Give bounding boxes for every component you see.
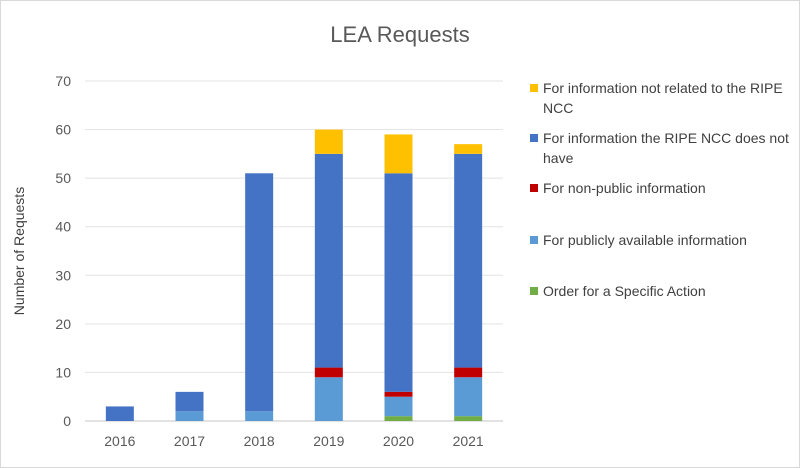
bar-segment xyxy=(454,416,483,421)
legend-swatch xyxy=(530,84,538,92)
legend-label: For information the RIPE NCC does not ha… xyxy=(543,130,789,166)
y-tick-label: 70 xyxy=(55,73,71,89)
legend-item: For non-public information xyxy=(530,178,706,198)
bar-segment xyxy=(454,153,483,368)
legend-item: Order for a Specific Action xyxy=(530,281,706,301)
bar-segment xyxy=(314,377,343,421)
legend-item: For publicly available information xyxy=(530,230,747,250)
bar-segment xyxy=(454,377,483,417)
legend-item: For information the RIPE NCC does not ha… xyxy=(530,128,790,168)
y-tick-label: 30 xyxy=(55,267,71,283)
bar-segment xyxy=(384,396,413,417)
chart-title: LEA Requests xyxy=(330,22,469,47)
legend-swatch xyxy=(530,184,538,192)
y-tick-label: 40 xyxy=(55,219,71,235)
bar-segment xyxy=(384,173,413,392)
bar-segment xyxy=(454,144,483,154)
bar-segment xyxy=(105,406,134,421)
bar-segment xyxy=(175,411,204,421)
bar-segment xyxy=(384,416,413,421)
bar-segment xyxy=(175,391,204,412)
bar-segment xyxy=(314,129,343,154)
bar-segment xyxy=(384,134,413,174)
y-tick-label: 50 xyxy=(55,170,71,186)
y-tick-label: 10 xyxy=(55,364,71,380)
legend-label: For non-public information xyxy=(543,180,706,196)
legend-swatch xyxy=(530,236,538,244)
x-tick-label: 2017 xyxy=(174,433,205,449)
bar-segment xyxy=(314,153,343,368)
legend-label: For information not related to the RIPE … xyxy=(543,80,783,116)
legend-swatch xyxy=(530,134,538,142)
bar-segment xyxy=(245,173,274,412)
x-tick-label: 2016 xyxy=(104,433,135,449)
x-tick-label: 2018 xyxy=(244,433,275,449)
y-tick-label: 20 xyxy=(55,316,71,332)
y-tick-label: 60 xyxy=(55,122,71,138)
legend-label: For publicly available information xyxy=(543,232,747,248)
x-tick-label: 2021 xyxy=(453,433,484,449)
bar-segment xyxy=(245,411,274,421)
legend-item: For information not related to the RIPE … xyxy=(530,78,790,118)
legend-label: Order for a Specific Action xyxy=(543,283,706,299)
bar-segment xyxy=(454,367,483,378)
bar-segment xyxy=(384,391,413,397)
legend-swatch xyxy=(530,287,538,295)
y-axis-label: Number of Requests xyxy=(11,187,27,315)
bar-segment xyxy=(314,367,343,378)
x-tick-label: 2019 xyxy=(313,433,344,449)
y-tick-label: 0 xyxy=(63,413,71,429)
x-tick-label: 2020 xyxy=(383,433,414,449)
